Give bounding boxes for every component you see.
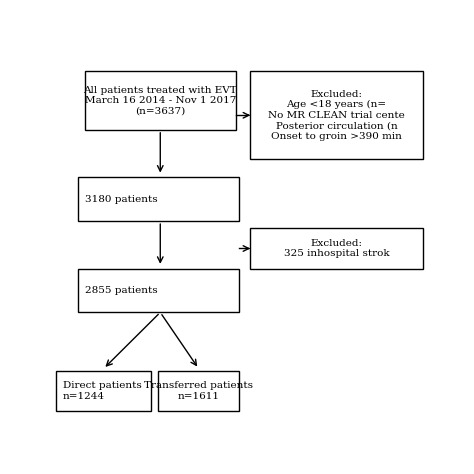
Text: 2855 patients: 2855 patients (85, 286, 157, 295)
FancyBboxPatch shape (250, 228, 423, 269)
FancyBboxPatch shape (55, 371, 151, 411)
Text: Transferred patients
n=1611: Transferred patients n=1611 (145, 381, 253, 401)
Text: All patients treated with EVT
March 16 2014 - Nov 1 2017
(n=3637): All patients treated with EVT March 16 2… (83, 86, 237, 116)
FancyBboxPatch shape (78, 269, 239, 312)
FancyBboxPatch shape (78, 177, 239, 221)
Text: Direct patients
n=1244: Direct patients n=1244 (63, 381, 142, 401)
FancyBboxPatch shape (85, 72, 236, 130)
Text: 3180 patients: 3180 patients (85, 195, 157, 204)
FancyBboxPatch shape (158, 371, 239, 411)
Text: Excluded:
Age <18 years (n=
No MR CLEAN trial cente
Posterior circulation (n
Ons: Excluded: Age <18 years (n= No MR CLEAN … (268, 90, 405, 141)
Text: Excluded:
325 inhospital strok: Excluded: 325 inhospital strok (284, 239, 390, 258)
FancyBboxPatch shape (250, 72, 423, 159)
